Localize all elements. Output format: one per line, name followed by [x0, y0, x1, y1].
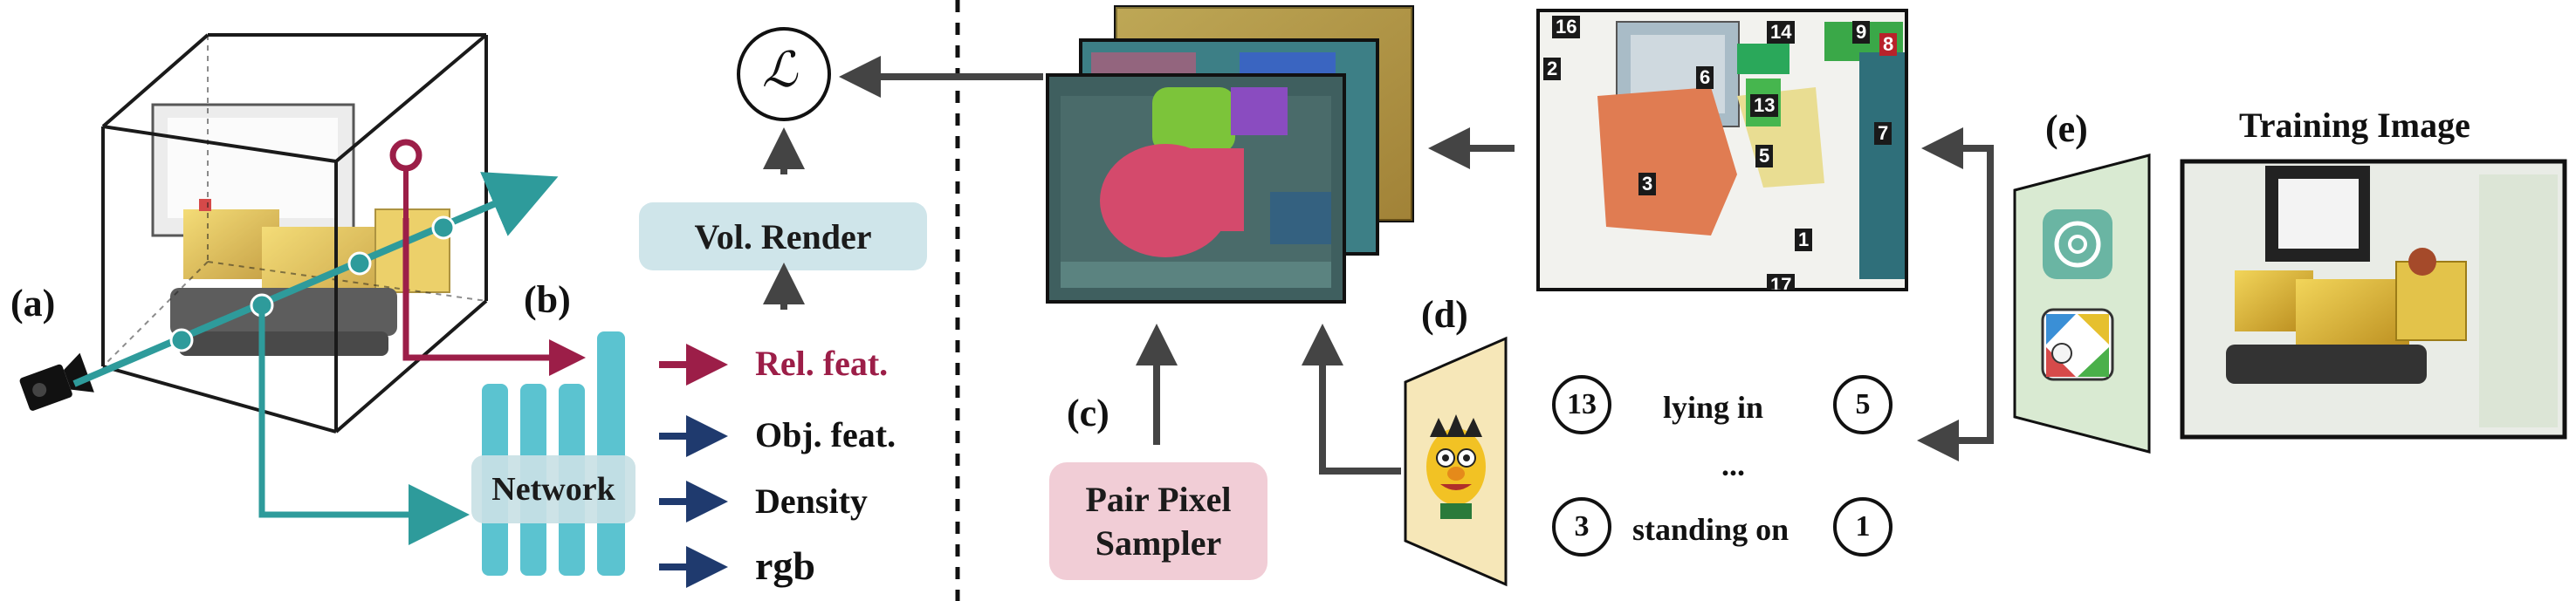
panel-label-b: (b) [524, 278, 571, 321]
output-obj-feat: Obj. feat. [755, 415, 896, 454]
segment-id-tag: 5 [1755, 145, 1774, 167]
segment-id-tag: 1 [1795, 229, 1813, 251]
feature-map-stack [1046, 5, 1414, 304]
relation-predicate-2: standing on [1632, 512, 1789, 547]
segment-id-tag: 17 [1767, 274, 1796, 290]
network-label: Network [491, 471, 615, 508]
pair-sampler-label: Pair Pixel Sampler [1049, 462, 1267, 580]
segment-id-tag: 9 [1852, 21, 1871, 44]
relation-subject-2: 3 [1552, 497, 1611, 557]
camera-icon [19, 352, 94, 411]
segment-id-tag: 16 [1552, 16, 1581, 38]
segment-id-tag: 2 [1543, 58, 1562, 80]
sample-point [169, 328, 194, 352]
vol-render-box [639, 202, 927, 270]
output-density: Density [755, 481, 868, 521]
relation-ellipsis: ... [1721, 447, 1745, 482]
training-image [2180, 159, 2567, 440]
point-to-network-arrow [402, 218, 586, 376]
ray-to-network-arrow [258, 307, 470, 545]
pair-sampler-line2: Sampler [1095, 522, 1222, 563]
segmentation-image [1536, 9, 1908, 291]
segment-id-tag: 3 [1638, 173, 1657, 195]
relation-object-2: 1 [1833, 497, 1893, 557]
segment-id-tag: 8 [1879, 33, 1898, 56]
panel-label-c: (c) [1067, 392, 1109, 434]
segment-id-tag: 7 [1874, 122, 1893, 145]
chatgpt-icon [2043, 209, 2112, 279]
sample-point [431, 215, 456, 240]
loss-node [737, 27, 831, 121]
relation-subject-1: 13 [1552, 375, 1611, 434]
relation-object-1: 5 [1833, 375, 1893, 434]
output-rel-feat: Rel. feat. [755, 344, 889, 383]
sample-point [347, 251, 372, 276]
output-rgb: rgb [755, 543, 815, 588]
pair-sampler-line1: Pair Pixel [1085, 479, 1232, 519]
segment-id-tag: 6 [1696, 66, 1714, 89]
panel-label-a: (a) [10, 282, 56, 324]
selected-point-marker [389, 139, 422, 172]
vol-render-label: Vol. Render [694, 216, 872, 256]
training-image-title: Training Image [2239, 106, 2470, 145]
panel-label-d: (d) [1421, 293, 1468, 336]
pair-pixel-sampler-box [1049, 462, 1267, 580]
bert-icon [1426, 414, 1486, 519]
relation-predicate-1: lying in [1663, 390, 1764, 425]
loss-symbol: ℒ [762, 44, 798, 98]
segment-id-tag: 13 [1750, 94, 1779, 117]
network-block [471, 331, 635, 576]
gpt-panel [2013, 154, 2151, 454]
gpt-to-relations-arrow [1917, 145, 1994, 461]
panel-label-e: (e) [2045, 107, 2088, 150]
camera-ray [72, 172, 559, 387]
sam-icon [2041, 308, 2114, 381]
relation-up-arrow [1302, 324, 1401, 475]
segment-id-tag: 14 [1767, 21, 1796, 44]
